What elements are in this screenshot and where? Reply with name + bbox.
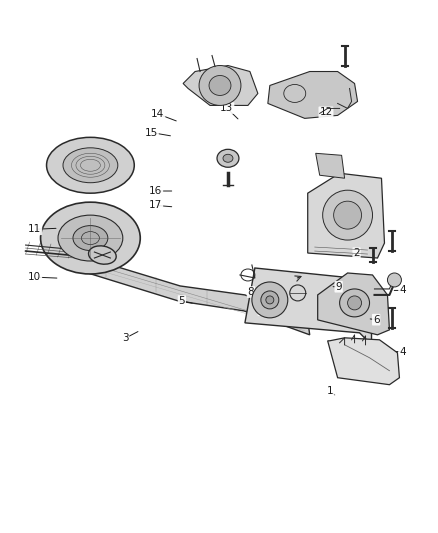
Ellipse shape <box>261 291 279 309</box>
Ellipse shape <box>209 76 231 95</box>
Polygon shape <box>328 338 399 385</box>
Text: 5: 5 <box>179 296 185 306</box>
Ellipse shape <box>63 148 118 183</box>
Text: 12: 12 <box>319 107 332 117</box>
Polygon shape <box>56 248 310 335</box>
Text: 17: 17 <box>149 200 162 211</box>
Ellipse shape <box>334 201 361 229</box>
Text: 15: 15 <box>145 127 158 138</box>
Polygon shape <box>268 71 357 118</box>
Text: 13: 13 <box>220 103 233 113</box>
Polygon shape <box>316 154 345 178</box>
Text: 10: 10 <box>28 272 41 282</box>
Ellipse shape <box>252 282 288 318</box>
Ellipse shape <box>339 289 370 317</box>
Text: 16: 16 <box>149 186 162 196</box>
Text: 6: 6 <box>373 314 379 325</box>
Ellipse shape <box>88 246 116 264</box>
Text: 7: 7 <box>258 305 265 315</box>
Ellipse shape <box>223 154 233 162</box>
Text: 14: 14 <box>151 109 165 119</box>
Polygon shape <box>245 268 371 345</box>
Text: 8: 8 <box>247 287 254 297</box>
Ellipse shape <box>199 66 241 106</box>
Polygon shape <box>183 66 258 106</box>
Polygon shape <box>318 273 389 335</box>
Ellipse shape <box>217 149 239 167</box>
Ellipse shape <box>41 202 140 274</box>
Text: 4: 4 <box>399 346 406 357</box>
Text: 1: 1 <box>327 386 334 397</box>
Ellipse shape <box>388 273 401 287</box>
Ellipse shape <box>46 138 134 193</box>
Ellipse shape <box>73 225 108 251</box>
Ellipse shape <box>323 190 372 240</box>
Polygon shape <box>308 173 385 258</box>
Text: 4: 4 <box>399 286 406 295</box>
Text: 3: 3 <box>122 333 128 343</box>
Ellipse shape <box>58 215 123 261</box>
Text: 11: 11 <box>28 224 41 235</box>
Text: 9: 9 <box>336 282 342 292</box>
Ellipse shape <box>348 296 361 310</box>
Ellipse shape <box>266 296 274 304</box>
Text: 2: 2 <box>353 248 360 258</box>
